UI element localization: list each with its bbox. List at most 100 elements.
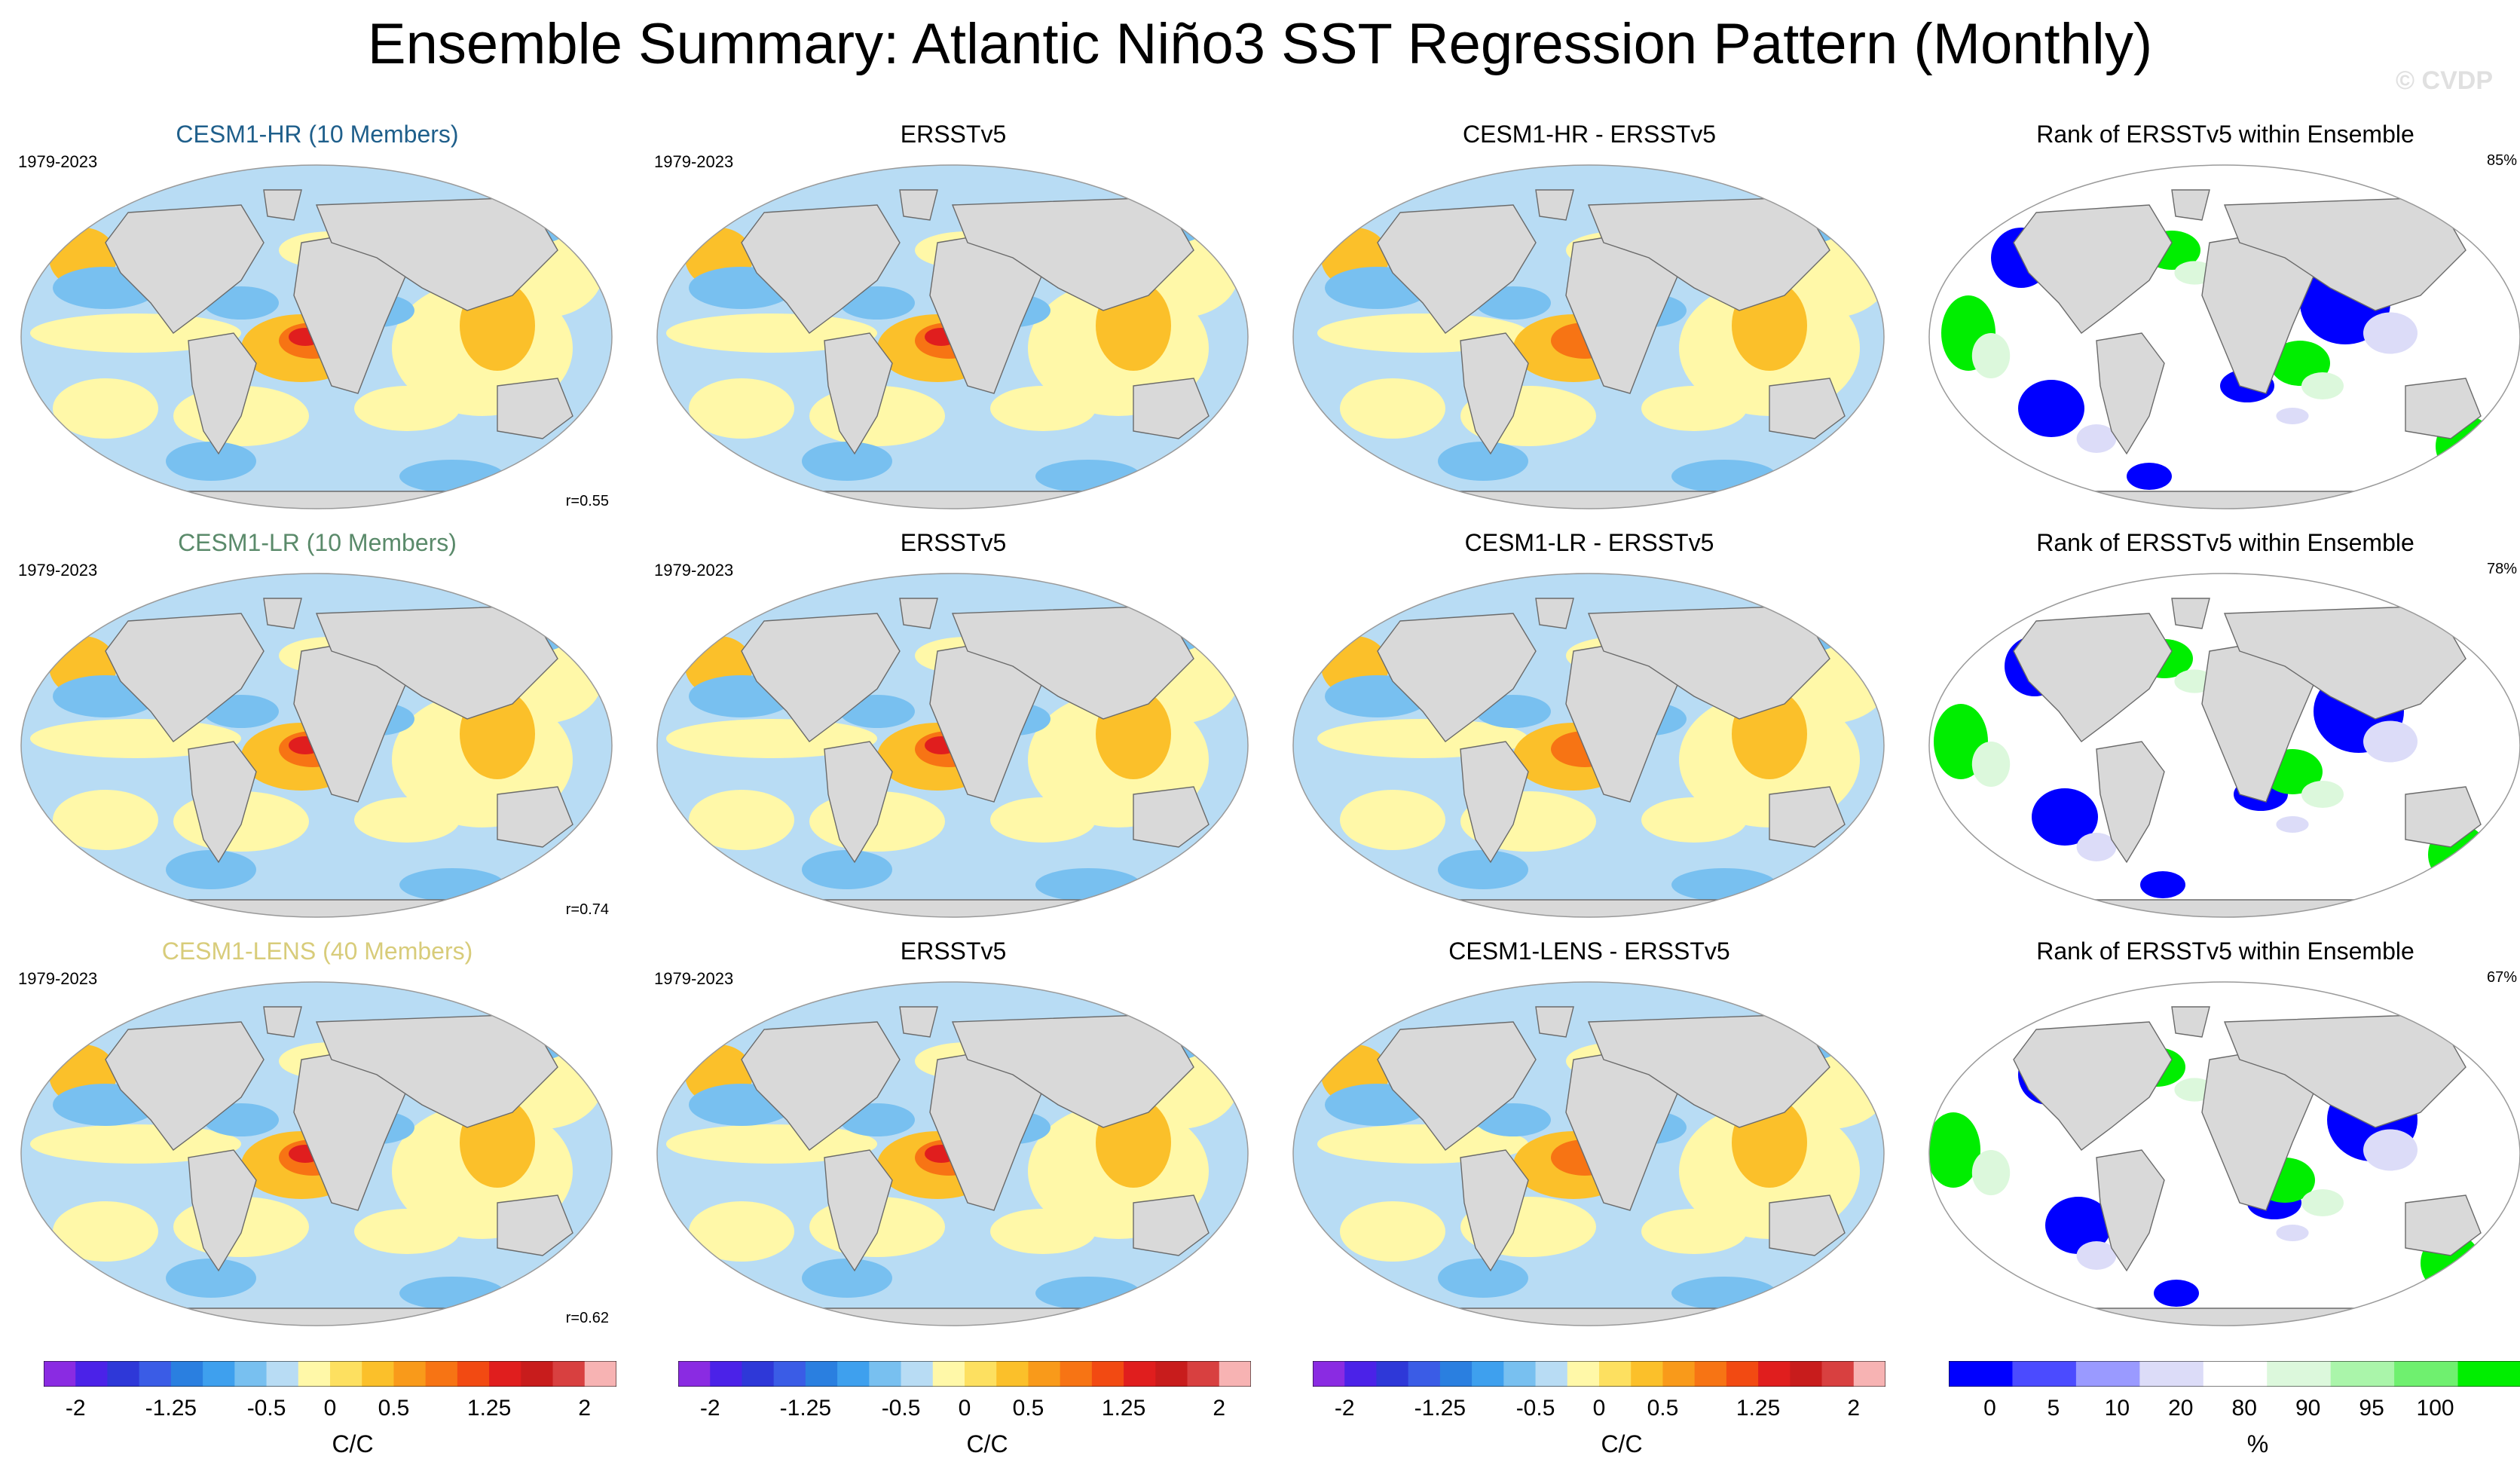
- obs-panel-title: ERSSTv5: [900, 529, 1007, 556]
- land-mass: [741, 1021, 901, 1151]
- land-mass: [2013, 204, 2173, 334]
- colorbar-unit: C/C: [332, 1430, 374, 1457]
- colorbar-tick-label: 10: [2104, 1396, 2130, 1421]
- colorbar-swatches: [678, 1361, 1251, 1387]
- colorbar-swatch: [1376, 1361, 1409, 1387]
- colorbar-swatch: [2457, 1361, 2520, 1387]
- colorbar-unit: %: [2246, 1430, 2269, 1457]
- land-mass: [497, 1194, 573, 1256]
- colorbar-swatch: [1694, 1361, 1727, 1387]
- land-mass: [2096, 1149, 2165, 1272]
- land-mass: [105, 204, 265, 334]
- colorbar-swatches: [1949, 1361, 2520, 1387]
- colorbar-tick-label: -0.5: [881, 1396, 921, 1421]
- colorbar-tick-label: 5: [2047, 1396, 2060, 1421]
- colorbar-swatch: [330, 1361, 362, 1387]
- land-mass: [2096, 332, 2165, 455]
- land-mass: [899, 1006, 938, 1038]
- land-mass: [1460, 332, 1529, 455]
- colorbar-tick-label: 20: [2168, 1396, 2194, 1421]
- land-mass: [2096, 741, 2165, 864]
- diff-panel-title: CESM1-LENS - ERSSTv5: [1448, 937, 1730, 965]
- colorbar-swatch: [1219, 1361, 1251, 1387]
- colorbar-swatch: [1028, 1361, 1061, 1387]
- map-fill: [1293, 165, 1884, 509]
- colorbar-swatch: [552, 1361, 586, 1387]
- colorbar-swatch: [489, 1361, 521, 1387]
- land-mass: [899, 189, 938, 221]
- colorbar-swatch: [742, 1361, 775, 1387]
- panel-rank-row1: Rank of ERSSTv5 within Ensemble 85%: [1913, 113, 2520, 524]
- colorbar-swatch: [393, 1361, 427, 1387]
- land-mass: [1133, 1194, 1210, 1256]
- land-mass: [2171, 598, 2210, 629]
- map-fill: [1929, 982, 2520, 1326]
- colorbar-swatch: [1662, 1361, 1696, 1387]
- colorbar-tick-label: -2: [65, 1396, 86, 1421]
- land-mass: [497, 786, 573, 848]
- colorbar-swatch: [1313, 1361, 1345, 1387]
- land-mass: [263, 1006, 302, 1038]
- panel-diff-row2: CESM1-LR - ERSSTv5: [1277, 522, 1902, 932]
- colorbar-tick-label: -1.25: [779, 1396, 832, 1421]
- rank-percentage: 78%: [2486, 561, 2517, 577]
- land-mass: [105, 1021, 265, 1151]
- colorbar-swatch: [1599, 1361, 1632, 1387]
- colorbar-swatch: [837, 1361, 870, 1387]
- land-mass: [1460, 1149, 1529, 1272]
- colorbar-unit: C/C: [966, 1430, 1008, 1457]
- colorbar-swatch: [1124, 1361, 1156, 1387]
- colorbar-swatch: [584, 1361, 616, 1387]
- colorbar-tick-label: -1.25: [1414, 1396, 1466, 1421]
- regression-colorbar-1: -2 -1.25 -0.5 0 0.5 1.25 2 C/C: [36, 1361, 669, 1459]
- colorbar-swatch: [107, 1361, 140, 1387]
- map-fill: [21, 982, 612, 1326]
- map-fill: [1929, 574, 2520, 917]
- colorbar-tick-label: 0.5: [378, 1396, 410, 1421]
- land-mass: [1535, 598, 1574, 629]
- colorbar-swatch: [869, 1361, 902, 1387]
- rank-percentage: 67%: [2486, 969, 2517, 986]
- panel-model-row3: CESM1-LENS (40 Members) 1979-2023 r=0.62: [5, 930, 630, 1341]
- colorbar-swatch: [266, 1361, 299, 1387]
- land-mass: [741, 613, 901, 742]
- land-mass: [263, 189, 302, 221]
- colorbar-tick-label: -2: [1334, 1396, 1355, 1421]
- land-mass: [824, 332, 893, 455]
- sst-map: [20, 573, 613, 918]
- land-mass: [824, 741, 893, 864]
- colorbar-swatch: [1408, 1361, 1441, 1387]
- land-mass: [2405, 1194, 2482, 1256]
- obs-panel-title: ERSSTv5: [900, 121, 1007, 148]
- land-mass: [263, 598, 302, 629]
- rank-map: [1928, 981, 2520, 1326]
- colorbar-swatches: [44, 1361, 616, 1387]
- regression-colorbar-2: -2 -1.25 -0.5 0 0.5 1.25 2 C/C: [671, 1361, 1304, 1459]
- colorbar-swatch: [44, 1361, 76, 1387]
- colorbar-swatch: [1758, 1361, 1791, 1387]
- model-panel-title: CESM1-HR (10 Members): [176, 121, 459, 148]
- land-mass: [2405, 378, 2482, 439]
- years-label: 1979-2023: [18, 561, 98, 580]
- colorbar-swatch: [1853, 1361, 1885, 1387]
- colorbar-swatch: [1535, 1361, 1568, 1387]
- colorbar-swatch: [362, 1361, 394, 1387]
- colorbar-tick-label: -0.5: [1515, 1396, 1555, 1421]
- sst-map: [1292, 164, 1885, 509]
- map-fill: [1929, 165, 2520, 509]
- pattern-correlation: r=0.62: [565, 1310, 609, 1326]
- colorbar-swatch: [1821, 1361, 1855, 1387]
- sst-map: [656, 573, 1249, 918]
- colorbar-swatches: [1313, 1361, 1885, 1387]
- rank-map: [1928, 164, 2520, 509]
- sst-map: [656, 981, 1249, 1326]
- colorbar-tick-label: -2: [699, 1396, 720, 1421]
- land-mass: [2013, 613, 2173, 742]
- panel-model-row1: CESM1-HR (10 Members) 1979-2023 r=0.55: [5, 113, 630, 524]
- colorbar-swatch: [1503, 1361, 1537, 1387]
- colorbar-swatch: [1155, 1361, 1188, 1387]
- model-panel-title: CESM1-LENS (40 Members): [161, 937, 473, 965]
- colorbar-swatch: [1726, 1361, 1759, 1387]
- sst-map: [1292, 981, 1885, 1326]
- rank-map: [1928, 573, 2520, 918]
